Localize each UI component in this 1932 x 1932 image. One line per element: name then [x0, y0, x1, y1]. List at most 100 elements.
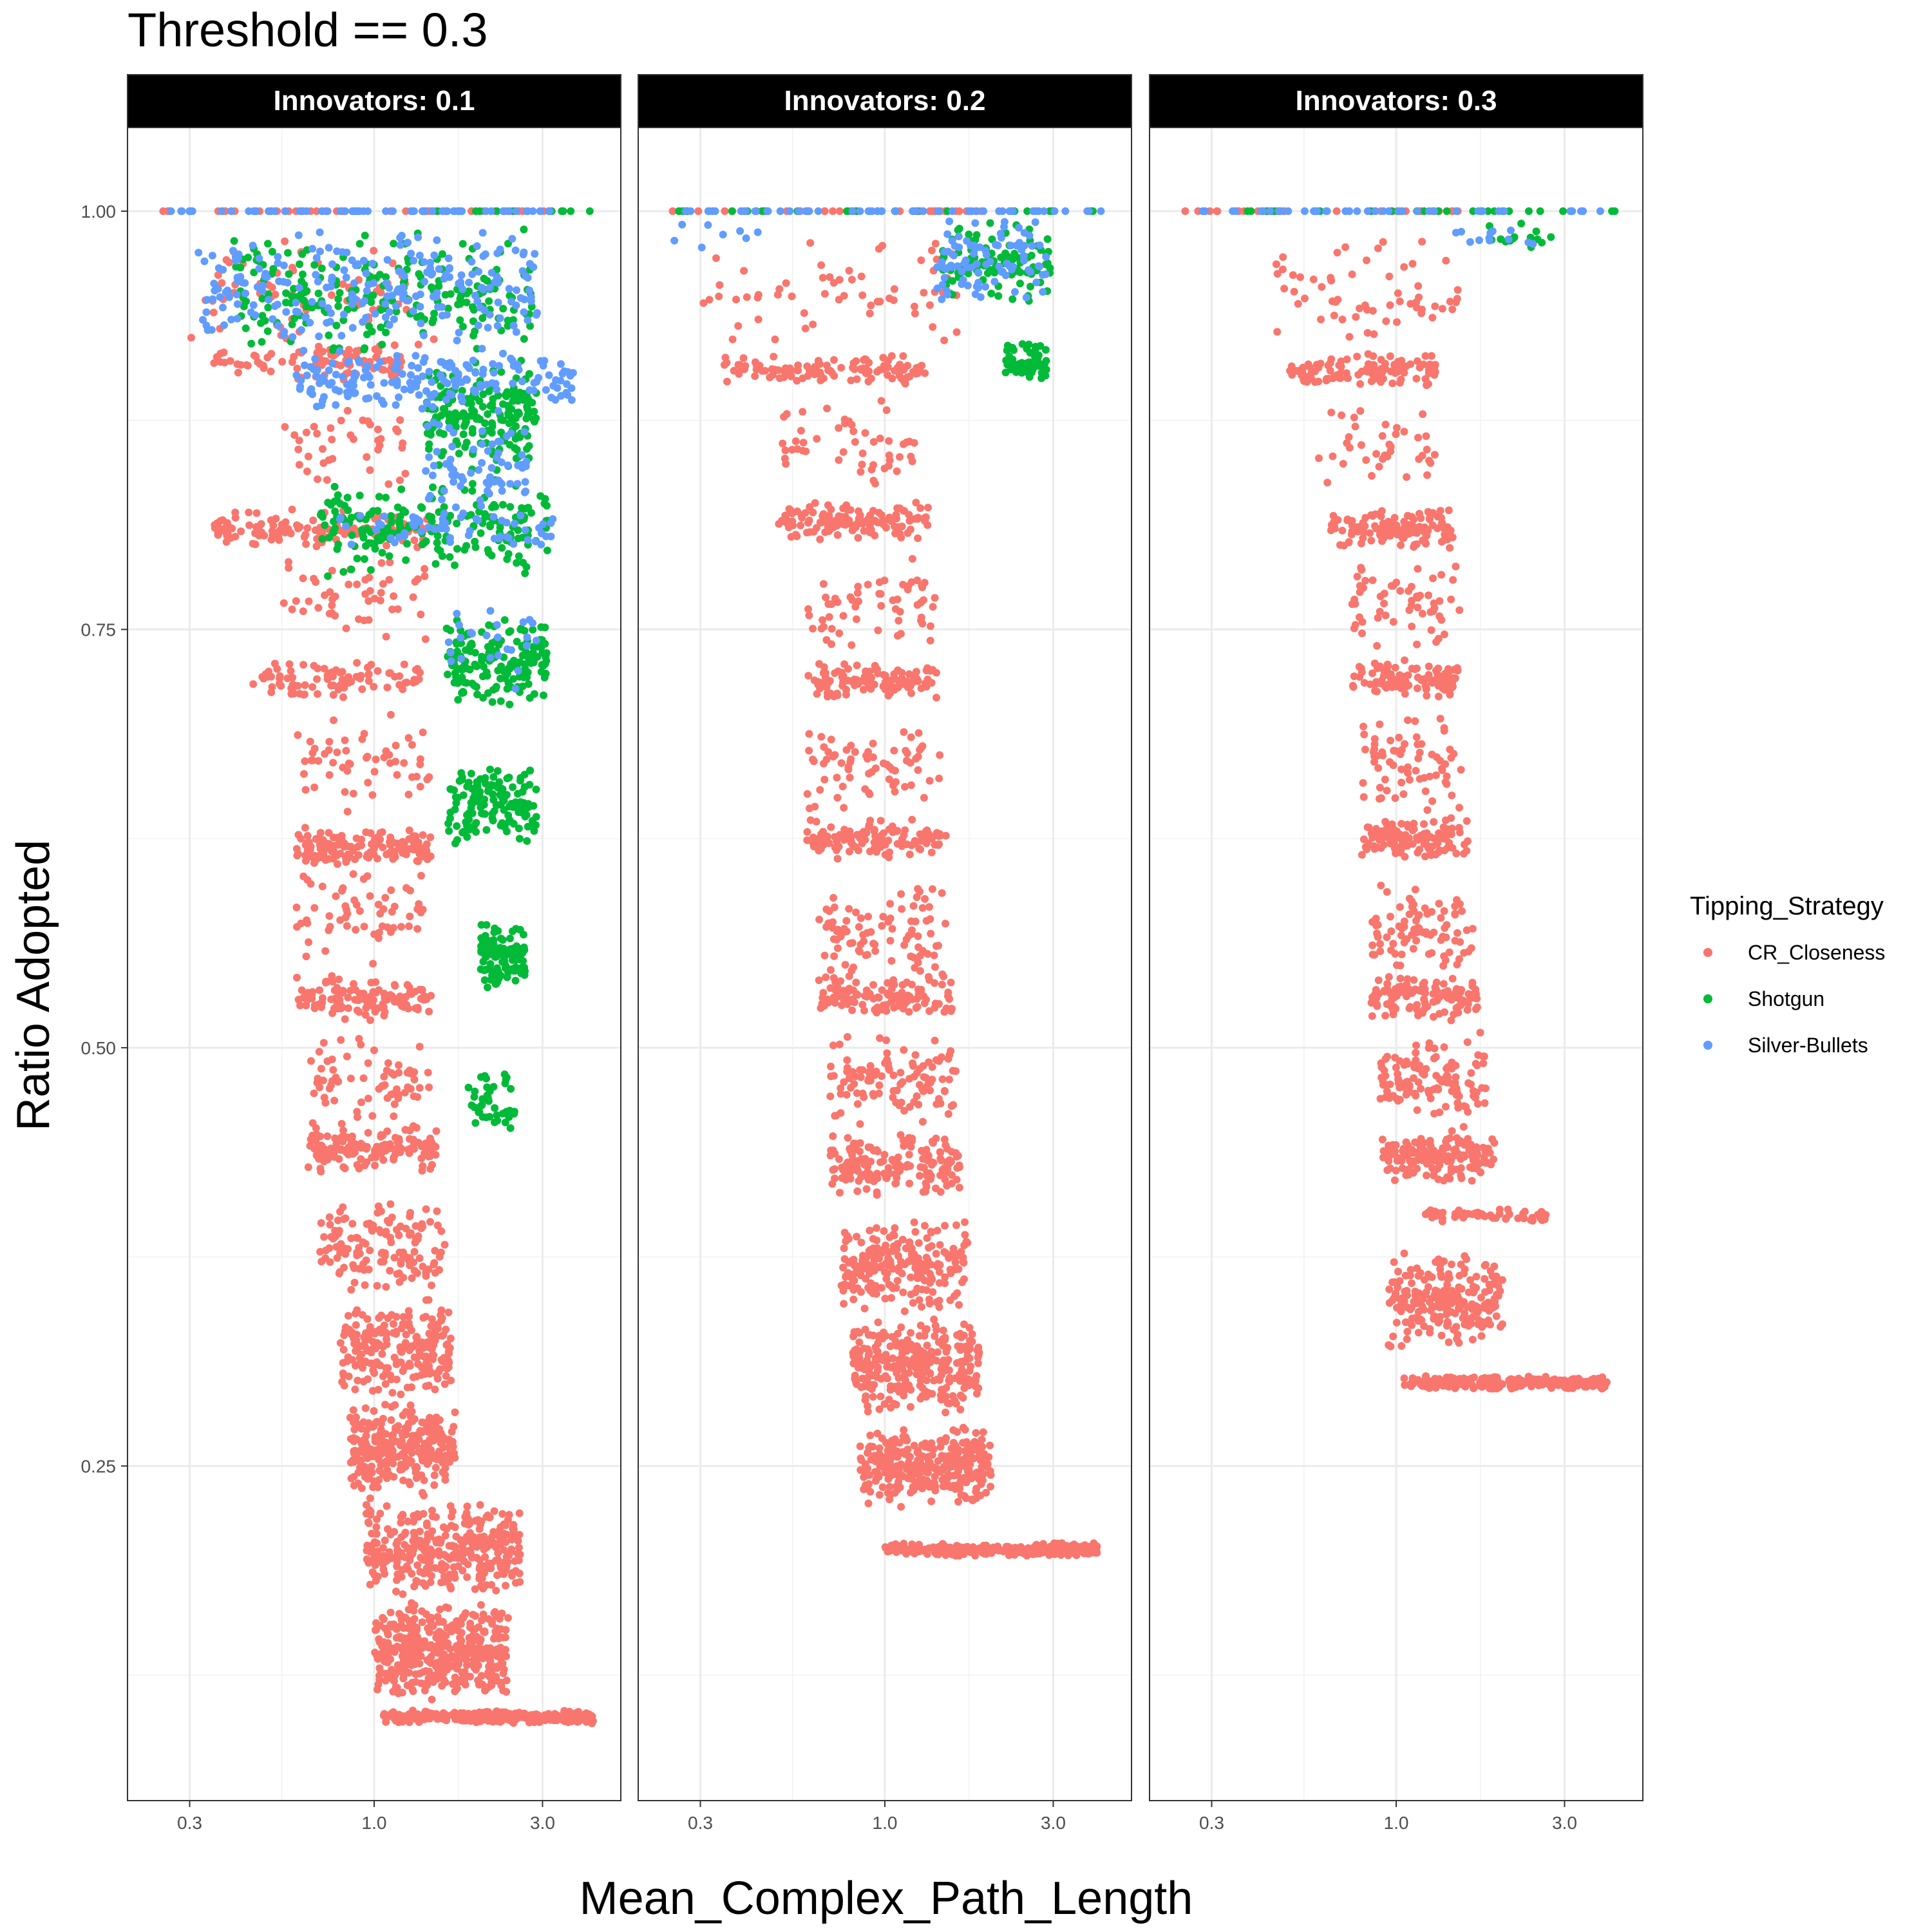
data-point — [890, 285, 898, 293]
data-point — [328, 260, 336, 269]
data-point — [338, 1378, 346, 1386]
facet-panel: Innovators: 0.20.3 1.0 3.0 — [638, 74, 1132, 1833]
data-point — [520, 248, 528, 256]
data-point — [381, 1676, 390, 1685]
data-point — [506, 440, 514, 449]
data-point — [416, 782, 424, 791]
data-point — [898, 522, 906, 531]
data-point — [469, 332, 478, 340]
data-point — [531, 821, 540, 829]
data-point — [413, 575, 422, 583]
data-point — [387, 1090, 395, 1099]
data-point — [202, 308, 211, 316]
data-point — [457, 634, 465, 642]
data-point — [556, 360, 565, 368]
data-point — [390, 240, 398, 248]
data-point — [460, 1519, 469, 1528]
data-point — [298, 986, 306, 994]
data-point — [414, 341, 422, 348]
data-point — [882, 406, 891, 414]
data-point — [355, 1008, 363, 1016]
data-point — [315, 332, 323, 341]
data-point — [520, 428, 529, 436]
data-point — [335, 1269, 343, 1278]
data-point — [267, 350, 276, 358]
data-point — [851, 438, 859, 446]
data-point — [445, 1450, 453, 1458]
data-point — [509, 967, 518, 975]
data-point — [347, 1285, 355, 1294]
data-point — [430, 1481, 439, 1489]
data-point — [365, 280, 372, 289]
data-point — [390, 364, 399, 372]
data-point — [912, 498, 920, 507]
data-point — [271, 290, 279, 299]
data-point — [301, 851, 309, 860]
data-point — [344, 1312, 352, 1320]
data-point — [347, 677, 355, 686]
data-point — [285, 270, 293, 278]
data-point — [404, 238, 412, 247]
data-point — [465, 1634, 473, 1642]
data-point — [451, 1680, 459, 1687]
data-point — [468, 641, 476, 649]
data-point — [409, 513, 417, 521]
data-point — [422, 1272, 430, 1280]
data-point — [371, 310, 379, 318]
data-point — [419, 831, 427, 839]
data-point — [482, 921, 491, 929]
data-point — [488, 440, 497, 448]
data-point — [408, 1685, 417, 1694]
data-point — [820, 511, 828, 519]
data-point — [281, 237, 289, 245]
data-point — [396, 416, 404, 424]
data-point — [403, 981, 412, 989]
data-point — [537, 623, 545, 631]
data-point — [417, 1652, 425, 1660]
data-point — [330, 1097, 339, 1104]
data-point — [876, 298, 884, 306]
data-point — [416, 303, 424, 311]
data-point — [471, 1087, 479, 1095]
data-point — [743, 293, 751, 301]
data-point — [370, 768, 379, 776]
data-point — [377, 1258, 385, 1266]
data-point — [400, 759, 408, 767]
data-point — [835, 456, 843, 464]
data-point — [820, 290, 829, 298]
data-point — [339, 1369, 347, 1378]
data-point — [467, 770, 475, 778]
data-point — [494, 651, 502, 659]
data-point — [506, 503, 515, 511]
data-point — [723, 377, 731, 386]
data-point — [451, 1542, 459, 1551]
data-point — [433, 1675, 441, 1683]
data-point — [545, 207, 553, 215]
data-point — [342, 522, 350, 531]
data-point — [403, 1344, 412, 1352]
data-point — [231, 533, 240, 541]
data-point — [382, 993, 390, 1001]
data-point — [345, 580, 353, 589]
data-point — [459, 476, 468, 484]
data-point — [357, 1098, 365, 1106]
data-point — [488, 810, 497, 818]
data-point — [369, 849, 377, 858]
data-point — [374, 1483, 382, 1492]
data-point — [444, 1654, 453, 1663]
data-point — [406, 1481, 414, 1488]
data-point — [372, 1651, 381, 1660]
data-point — [277, 682, 285, 690]
data-point — [381, 299, 390, 308]
data-point — [514, 790, 522, 798]
data-point — [255, 531, 263, 540]
data-point — [382, 1329, 390, 1336]
data-point — [321, 947, 330, 955]
data-point — [412, 1124, 421, 1132]
data-point — [441, 1531, 450, 1540]
data-point — [817, 261, 826, 269]
data-point — [426, 1218, 434, 1226]
data-point — [390, 341, 399, 349]
data-point — [445, 424, 453, 432]
data-point — [227, 207, 236, 215]
